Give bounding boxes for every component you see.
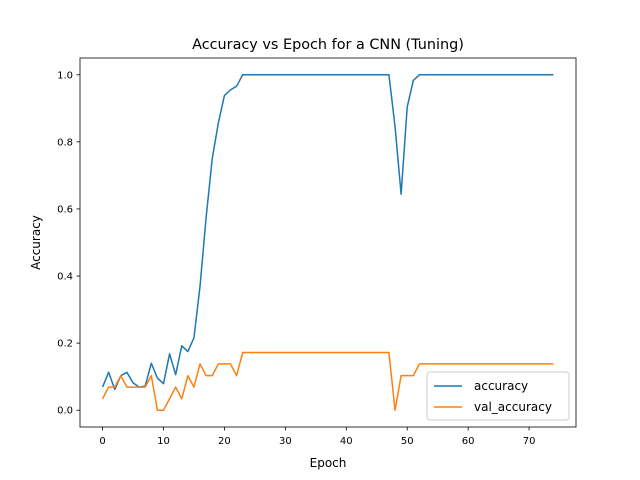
- x-tick-label: 60: [462, 436, 475, 447]
- x-axis-ticks: 0 10 20 30 40 50 60 70: [99, 427, 535, 447]
- legend-label: val_accuracy: [474, 400, 552, 414]
- legend-box: [426, 371, 570, 421]
- series-line-accuracy: [101, 74, 554, 391]
- y-tick-label: 0.6: [57, 204, 73, 215]
- x-tick-label: 10: [157, 436, 170, 447]
- y-tick-label: 1.0: [57, 70, 73, 81]
- y-tick-label: 0.8: [57, 137, 73, 148]
- legend-label: accuracy: [474, 379, 528, 393]
- y-tick-label: 0.4: [57, 272, 73, 283]
- axes-frame: [79, 57, 577, 428]
- series-line-val-accuracy: [101, 351, 554, 411]
- x-tick-label: 70: [523, 436, 536, 447]
- y-tick-label: 0.2: [57, 339, 73, 350]
- plot-area: [79, 57, 577, 428]
- x-tick-label: 0: [99, 436, 105, 447]
- series-layer: [101, 74, 554, 411]
- legend-entries: accuracy val_accuracy: [434, 379, 552, 414]
- x-tick-label: 50: [401, 436, 414, 447]
- x-tick-label: 20: [218, 436, 231, 447]
- y-axis-label: Accuracy: [29, 215, 43, 270]
- y-axis-ticks: 0.0 0.2 0.4 0.6 0.8 1.0: [57, 70, 80, 417]
- legend[interactable]: accuracy val_accuracy: [426, 371, 570, 421]
- x-tick-label: 40: [340, 436, 353, 447]
- x-tick-label: 30: [279, 436, 292, 447]
- x-axis-label: Epoch: [310, 456, 347, 470]
- chart-title: Accuracy vs Epoch for a CNN (Tuning): [192, 37, 464, 53]
- y-tick-label: 0.0: [57, 406, 73, 417]
